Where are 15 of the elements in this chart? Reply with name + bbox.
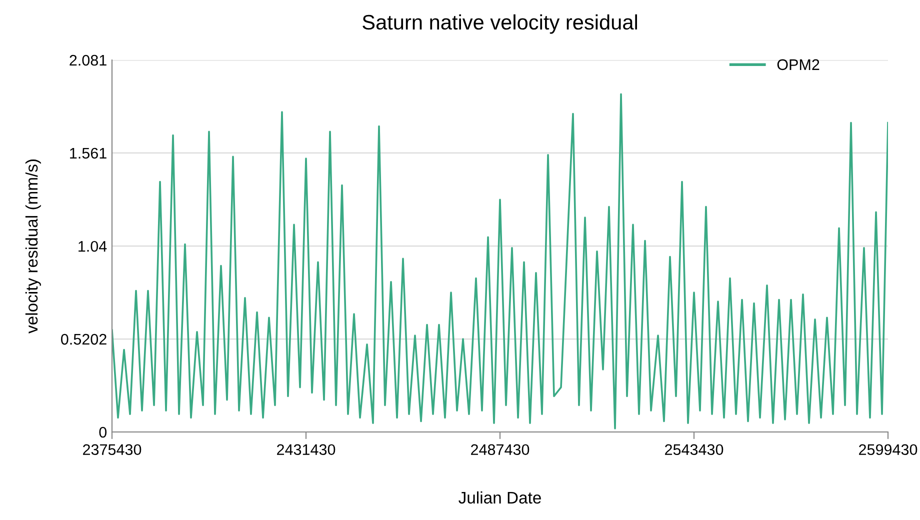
chart-title: Saturn native velocity residual xyxy=(362,14,637,34)
y-tick-label: 1.561 xyxy=(70,148,106,159)
y-tick-label: 0.5202 xyxy=(61,334,106,345)
line-series xyxy=(112,93,888,430)
x-tick-label: 2375430 xyxy=(83,444,142,456)
y-axis-title: velocity residual (mm/s) xyxy=(25,160,41,334)
x-tick-label: 2543430 xyxy=(665,444,724,456)
legend-label: OPM2 xyxy=(777,59,820,70)
y-tick-label: 2.081 xyxy=(70,54,106,66)
x-tick-label: 2487430 xyxy=(471,444,530,456)
y-tick-label: 1.04 xyxy=(78,240,107,252)
x-tick-label: 2431430 xyxy=(277,444,336,456)
x-axis-title: Julian Date xyxy=(458,491,541,504)
x-tick-label: 2599430 xyxy=(859,444,918,456)
y-tick-label: 0 xyxy=(99,426,107,438)
